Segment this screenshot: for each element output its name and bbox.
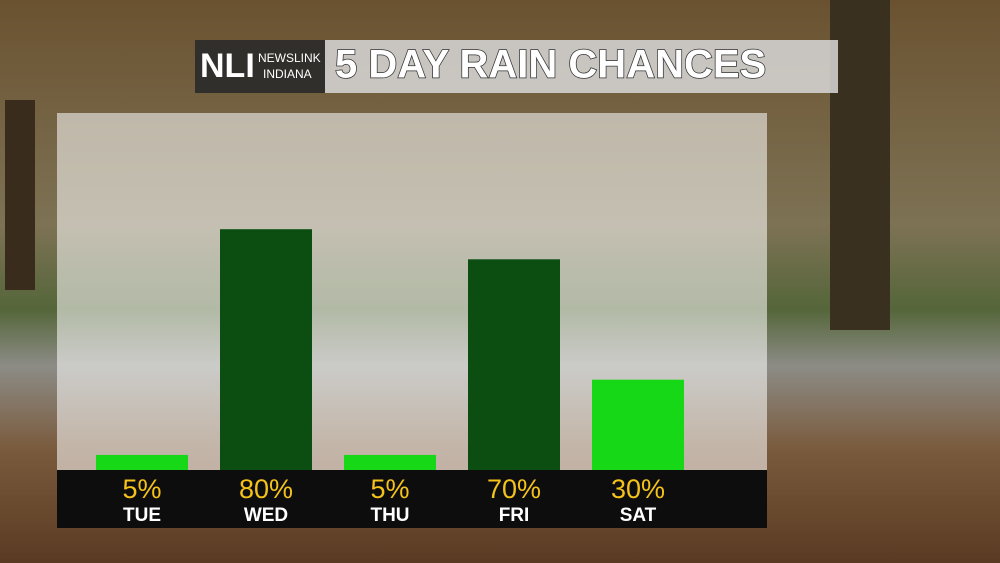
x-tick-label: TUE <box>123 505 161 526</box>
logo-name: NEWSLINK <box>258 51 321 65</box>
x-tick-label: WED <box>244 505 288 526</box>
value-label: 70% <box>487 474 541 504</box>
bar <box>220 229 312 470</box>
x-tick-label: FRI <box>499 505 530 526</box>
tree-trunk <box>830 0 890 330</box>
logo-region: INDIANA <box>263 67 312 81</box>
logo-box <box>195 40 325 93</box>
x-tick-label: SAT <box>620 505 657 526</box>
bar <box>96 454 188 470</box>
value-label: 30% <box>611 474 665 504</box>
logo-mark: NLI <box>200 47 255 85</box>
value-label: 5% <box>370 474 409 504</box>
tree-trunk <box>5 100 35 290</box>
chart-title: 5 DAY RAIN CHANCES <box>335 43 766 87</box>
x-tick-label: THU <box>370 505 409 526</box>
bar <box>592 379 684 470</box>
bar <box>468 259 560 470</box>
value-label: 5% <box>122 474 161 504</box>
value-label: 80% <box>239 474 293 504</box>
title-box <box>325 40 838 93</box>
bar <box>344 454 436 470</box>
label-strip <box>57 470 767 528</box>
